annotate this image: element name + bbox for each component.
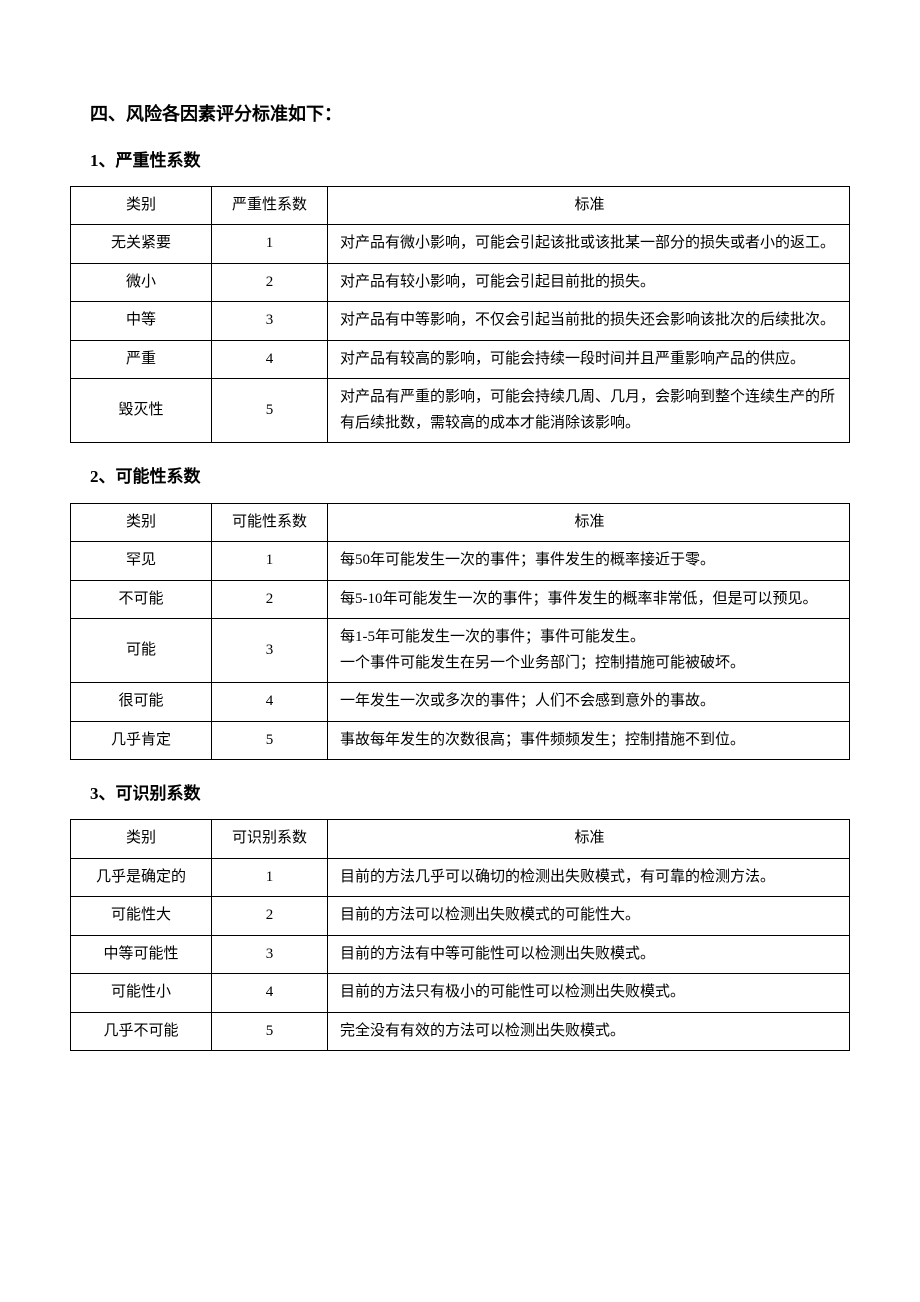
table-row: 几乎不可能5完全没有有效的方法可以检测出失败模式。 (71, 1012, 850, 1051)
risk-table: 类别严重性系数标准无关紧要1对产品有微小影响，可能会引起该批或该批某一部分的损失… (70, 186, 850, 444)
table-header-cell: 标准 (328, 820, 850, 859)
table-row: 几乎是确定的1目前的方法几乎可以确切的检测出失败模式，有可靠的检测方法。 (71, 858, 850, 897)
table-header-cell: 标准 (328, 503, 850, 542)
standard-cell: 对产品有中等影响，不仅会引起当前批的损失还会影响该批次的后续批次。 (328, 302, 850, 341)
risk-table: 类别可识别系数标准几乎是确定的1目前的方法几乎可以确切的检测出失败模式，有可靠的… (70, 819, 850, 1051)
category-cell: 可能 (71, 619, 212, 683)
coefficient-cell: 3 (212, 935, 328, 974)
table-header-cell: 严重性系数 (212, 186, 328, 225)
standard-cell: 目前的方法几乎可以确切的检测出失败模式，有可靠的检测方法。 (328, 858, 850, 897)
standard-cell: 对产品有较高的影响，可能会持续一段时间并且严重影响产品的供应。 (328, 340, 850, 379)
coefficient-cell: 1 (212, 858, 328, 897)
table-row: 中等3对产品有中等影响，不仅会引起当前批的损失还会影响该批次的后续批次。 (71, 302, 850, 341)
category-cell: 中等 (71, 302, 212, 341)
category-cell: 毁灭性 (71, 379, 212, 443)
table-header-cell: 标准 (328, 186, 850, 225)
standard-cell: 完全没有有效的方法可以检测出失败模式。 (328, 1012, 850, 1051)
coefficient-cell: 4 (212, 340, 328, 379)
table-header-row: 类别可识别系数标准 (71, 820, 850, 859)
category-cell: 几乎是确定的 (71, 858, 212, 897)
table-header-row: 类别严重性系数标准 (71, 186, 850, 225)
standard-cell: 对产品有严重的影响，可能会持续几周、几月，会影响到整个连续生产的所有后续批数，需… (328, 379, 850, 443)
category-cell: 几乎肯定 (71, 721, 212, 760)
standard-cell: 目前的方法可以检测出失败模式的可能性大。 (328, 897, 850, 936)
category-cell: 中等可能性 (71, 935, 212, 974)
table-header-row: 类别可能性系数标准 (71, 503, 850, 542)
standard-cell: 对产品有较小影响，可能会引起目前批的损失。 (328, 263, 850, 302)
coefficient-cell: 5 (212, 1012, 328, 1051)
sub-title: 1、严重性系数 (90, 147, 860, 174)
table-row: 可能3每1-5年可能发生一次的事件；事件可能发生。 一个事件可能发生在另一个业务… (71, 619, 850, 683)
coefficient-cell: 2 (212, 263, 328, 302)
coefficient-cell: 2 (212, 897, 328, 936)
table-header-cell: 可能性系数 (212, 503, 328, 542)
coefficient-cell: 4 (212, 683, 328, 722)
table-row: 可能性大2目前的方法可以检测出失败模式的可能性大。 (71, 897, 850, 936)
coefficient-cell: 5 (212, 721, 328, 760)
table-row: 中等可能性3目前的方法有中等可能性可以检测出失败模式。 (71, 935, 850, 974)
standard-cell: 事故每年发生的次数很高；事件频频发生；控制措施不到位。 (328, 721, 850, 760)
category-cell: 微小 (71, 263, 212, 302)
standard-cell: 每1-5年可能发生一次的事件；事件可能发生。 一个事件可能发生在另一个业务部门；… (328, 619, 850, 683)
table-row: 毁灭性5对产品有严重的影响，可能会持续几周、几月，会影响到整个连续生产的所有后续… (71, 379, 850, 443)
coefficient-cell: 5 (212, 379, 328, 443)
table-row: 可能性小4目前的方法只有极小的可能性可以检测出失败模式。 (71, 974, 850, 1013)
coefficient-cell: 3 (212, 619, 328, 683)
sub-title: 3、可识别系数 (90, 780, 860, 807)
page-title: 四、风险各因素评分标准如下： (90, 100, 860, 129)
standard-cell: 一年发生一次或多次的事件；人们不会感到意外的事故。 (328, 683, 850, 722)
coefficient-cell: 1 (212, 225, 328, 264)
table-row: 无关紧要1对产品有微小影响，可能会引起该批或该批某一部分的损失或者小的返工。 (71, 225, 850, 264)
table-row: 几乎肯定5事故每年发生的次数很高；事件频频发生；控制措施不到位。 (71, 721, 850, 760)
category-cell: 可能性小 (71, 974, 212, 1013)
coefficient-cell: 2 (212, 580, 328, 619)
category-cell: 很可能 (71, 683, 212, 722)
table-header-cell: 可识别系数 (212, 820, 328, 859)
category-cell: 不可能 (71, 580, 212, 619)
category-cell: 无关紧要 (71, 225, 212, 264)
standard-cell: 每50年可能发生一次的事件；事件发生的概率接近于零。 (328, 542, 850, 581)
standard-cell: 目前的方法只有极小的可能性可以检测出失败模式。 (328, 974, 850, 1013)
category-cell: 严重 (71, 340, 212, 379)
tables-container: 1、严重性系数类别严重性系数标准无关紧要1对产品有微小影响，可能会引起该批或该批… (60, 147, 860, 1052)
sub-title: 2、可能性系数 (90, 463, 860, 490)
table-header-cell: 类别 (71, 820, 212, 859)
category-cell: 几乎不可能 (71, 1012, 212, 1051)
table-row: 罕见1每50年可能发生一次的事件；事件发生的概率接近于零。 (71, 542, 850, 581)
table-row: 微小2对产品有较小影响，可能会引起目前批的损失。 (71, 263, 850, 302)
standard-cell: 目前的方法有中等可能性可以检测出失败模式。 (328, 935, 850, 974)
risk-table: 类别可能性系数标准罕见1每50年可能发生一次的事件；事件发生的概率接近于零。不可… (70, 503, 850, 761)
coefficient-cell: 3 (212, 302, 328, 341)
table-row: 不可能2每5-10年可能发生一次的事件；事件发生的概率非常低，但是可以预见。 (71, 580, 850, 619)
category-cell: 罕见 (71, 542, 212, 581)
standard-cell: 每5-10年可能发生一次的事件；事件发生的概率非常低，但是可以预见。 (328, 580, 850, 619)
coefficient-cell: 1 (212, 542, 328, 581)
table-header-cell: 类别 (71, 186, 212, 225)
table-row: 很可能4一年发生一次或多次的事件；人们不会感到意外的事故。 (71, 683, 850, 722)
category-cell: 可能性大 (71, 897, 212, 936)
coefficient-cell: 4 (212, 974, 328, 1013)
table-row: 严重4对产品有较高的影响，可能会持续一段时间并且严重影响产品的供应。 (71, 340, 850, 379)
table-header-cell: 类别 (71, 503, 212, 542)
standard-cell: 对产品有微小影响，可能会引起该批或该批某一部分的损失或者小的返工。 (328, 225, 850, 264)
document-content: 四、风险各因素评分标准如下： 1、严重性系数类别严重性系数标准无关紧要1对产品有… (60, 100, 860, 1051)
